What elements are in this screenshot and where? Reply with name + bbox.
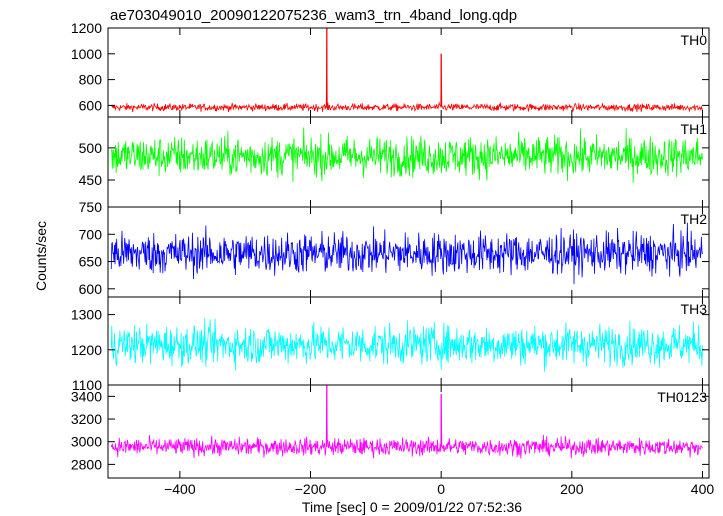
series-line-th1 <box>110 127 703 183</box>
panel-label-th0123: TH0123 <box>657 389 707 405</box>
y-tick-label: 1000 <box>71 46 102 62</box>
y-tick-label: 700 <box>79 226 103 242</box>
x-axis-label: Time [sec] 0 = 2009/01/22 07:52:36 <box>302 499 522 515</box>
y-tick-label: 500 <box>79 140 103 156</box>
y-tick-label: 600 <box>79 281 103 297</box>
series-line-th0123 <box>110 385 703 459</box>
panels-group: 600 800 1000 1200 TH0 450 500 TH1 600 650 700 750 TH… <box>71 20 710 479</box>
x-tick-label: 400 <box>691 481 715 497</box>
x-axis: −400 −200 0 200 400 <box>164 481 714 497</box>
y-tick-label: 800 <box>79 72 103 88</box>
y-tick-label: 600 <box>79 97 103 113</box>
y-tick-label: 1100 <box>72 377 102 393</box>
y-tick-label: 650 <box>79 254 103 270</box>
series-line-th2 <box>110 222 703 285</box>
chart-title: ae703049010_20090122075236_wam3_trn_4ban… <box>110 7 517 24</box>
panel-th3: 1100 1200 1300 TH3 <box>71 296 710 393</box>
panel-label-th3: TH3 <box>681 301 708 317</box>
panel-label-th2: TH2 <box>681 211 708 227</box>
panel-label-th1: TH1 <box>681 121 708 137</box>
panel-th0123: 2800 3000 3200 3400 TH0123 <box>71 384 710 479</box>
y-axis-label: Counts/sec <box>33 221 49 291</box>
y-tick-label: 1300 <box>71 307 102 323</box>
panel-frame <box>107 384 710 479</box>
panel-label-th0: TH0 <box>681 32 708 48</box>
x-tick-label: 0 <box>437 481 445 497</box>
y-tick-label: 3400 <box>71 388 102 404</box>
panel-th1: 450 500 TH1 <box>79 116 710 208</box>
y-tick-label: 3000 <box>71 434 102 450</box>
y-tick-label: 2800 <box>71 456 102 472</box>
y-tick-label: 450 <box>79 172 103 188</box>
y-tick-label: 1200 <box>71 20 102 36</box>
y-tick-label: 3200 <box>71 411 102 427</box>
y-tick-label: 750 <box>79 199 103 215</box>
series-line-th3 <box>110 318 703 372</box>
x-tick-label: 200 <box>560 481 584 497</box>
x-tick-label: −200 <box>295 481 327 497</box>
x-tick-label: −400 <box>164 481 196 497</box>
panel-th0: 600 800 1000 1200 TH0 <box>71 20 710 118</box>
series-line-th0 <box>110 28 703 113</box>
panel-th2: 600 650 700 750 TH2 <box>79 199 710 298</box>
panel-frame <box>107 27 710 118</box>
y-tick-label: 1200 <box>71 342 102 358</box>
